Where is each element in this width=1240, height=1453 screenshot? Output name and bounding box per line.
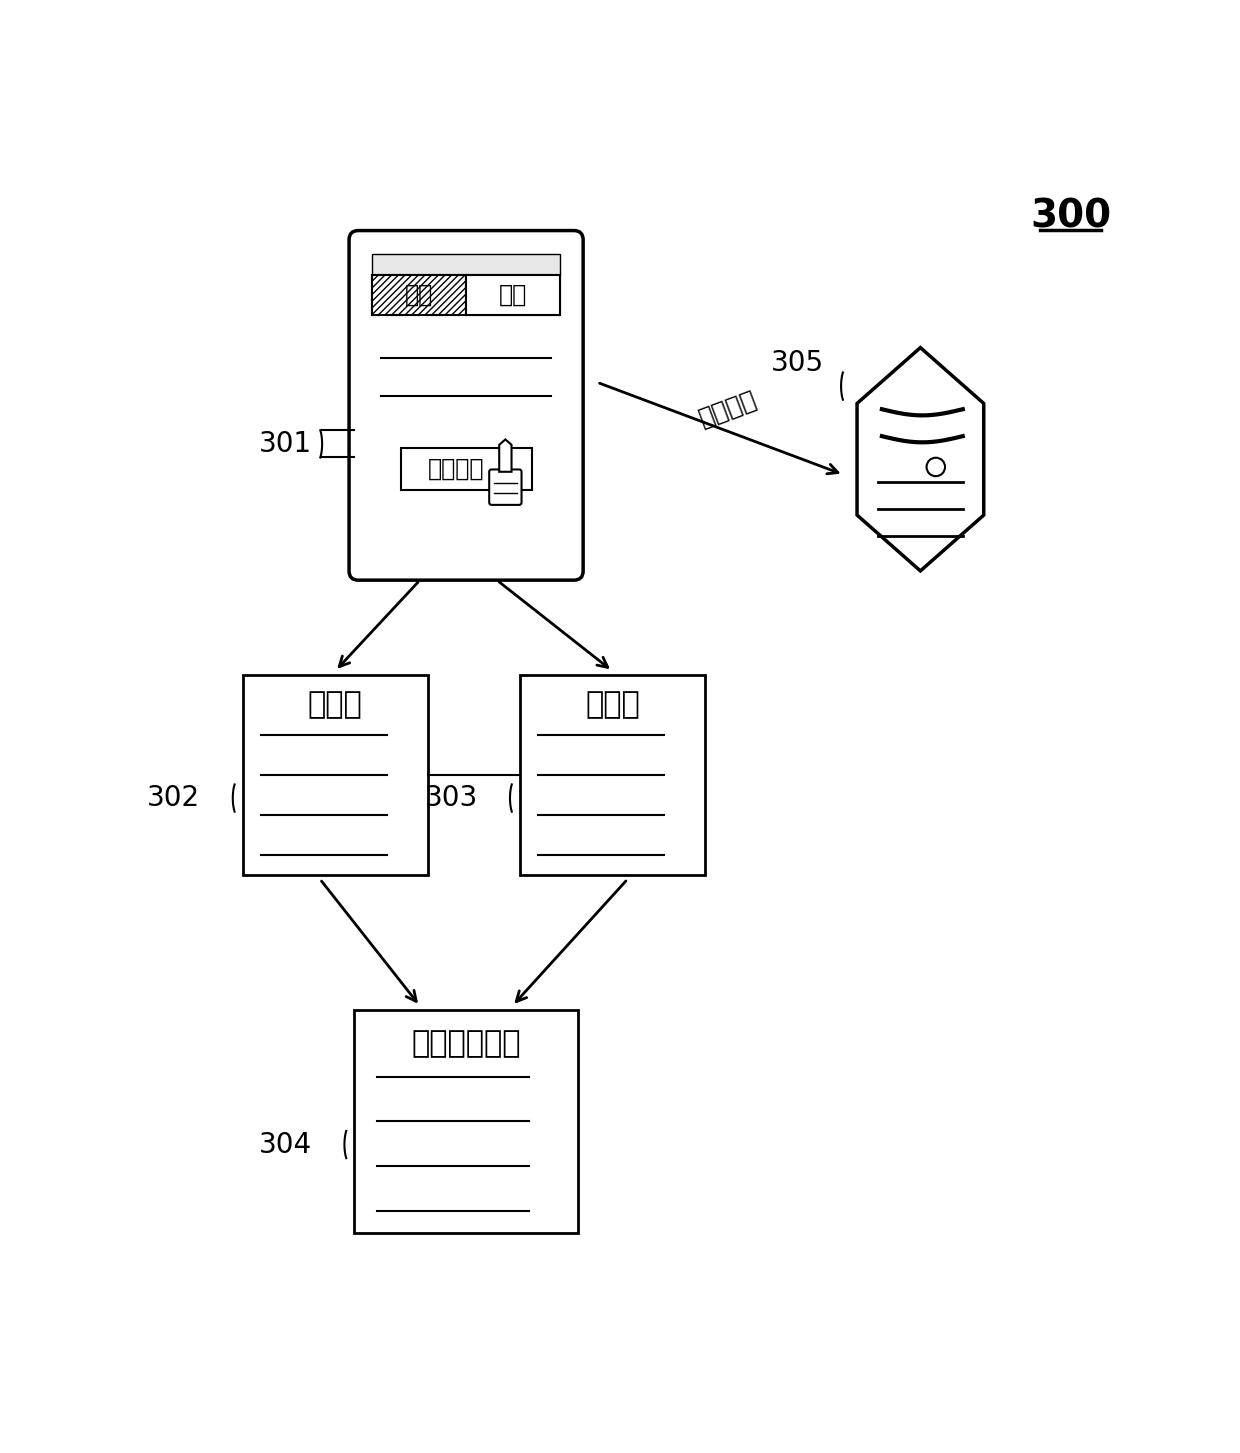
Text: 文章: 文章: [498, 283, 527, 307]
Bar: [372, 254, 560, 275]
Bar: [243, 674, 428, 875]
Text: 301: 301: [259, 430, 312, 458]
Text: 300: 300: [1030, 198, 1111, 235]
Text: 302: 302: [148, 785, 201, 812]
FancyBboxPatch shape: [490, 469, 522, 504]
FancyBboxPatch shape: [350, 231, 583, 580]
Text: 网络请求协议: 网络请求协议: [412, 1029, 521, 1058]
Text: 文章类: 文章类: [585, 690, 640, 719]
Polygon shape: [857, 347, 983, 571]
Bar: [372, 275, 466, 315]
Bar: [372, 275, 560, 315]
Bar: [401, 448, 532, 490]
Bar: [355, 1010, 578, 1234]
Text: 305: 305: [771, 349, 825, 376]
Text: 网络请求: 网络请求: [696, 388, 760, 432]
Text: 303: 303: [424, 785, 477, 812]
Text: 视频: 视频: [405, 283, 433, 307]
Bar: [466, 275, 560, 315]
Bar: [520, 674, 704, 875]
Text: 视频类: 视频类: [308, 690, 362, 719]
Text: 加载更多: 加载更多: [428, 456, 484, 481]
Text: 304: 304: [259, 1130, 312, 1158]
Polygon shape: [500, 439, 512, 472]
